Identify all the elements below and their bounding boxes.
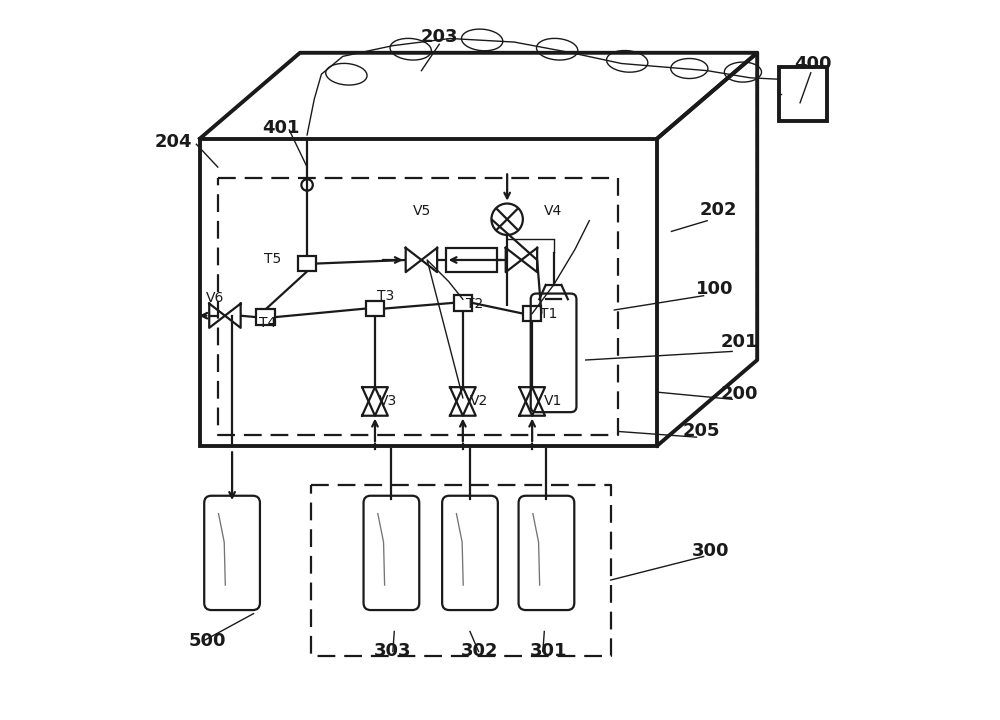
Text: 300: 300	[692, 542, 730, 560]
Text: 204: 204	[155, 133, 192, 151]
Text: 500: 500	[188, 631, 226, 649]
Text: 203: 203	[421, 28, 458, 46]
Bar	[298, 256, 316, 271]
Text: 301: 301	[530, 642, 567, 660]
Text: V2: V2	[470, 395, 488, 408]
Bar	[523, 306, 541, 321]
Text: T5: T5	[264, 251, 281, 266]
Text: 400: 400	[794, 55, 832, 73]
Text: 302: 302	[461, 642, 499, 660]
Text: 100: 100	[696, 279, 733, 297]
Text: 401: 401	[262, 119, 299, 137]
Bar	[446, 248, 497, 272]
Text: 200: 200	[721, 385, 758, 403]
Bar	[366, 301, 384, 316]
Bar	[256, 310, 275, 325]
Text: 205: 205	[683, 423, 720, 441]
Text: T4: T4	[259, 316, 276, 330]
Text: V4: V4	[544, 204, 563, 218]
Bar	[779, 67, 827, 121]
Text: 202: 202	[699, 201, 737, 219]
Text: 201: 201	[721, 333, 758, 351]
Text: T2: T2	[466, 297, 483, 311]
Text: T1: T1	[540, 307, 557, 320]
Text: 303: 303	[374, 642, 412, 660]
Text: V3: V3	[379, 395, 397, 408]
Text: T3: T3	[377, 289, 394, 302]
Text: V1: V1	[544, 395, 563, 408]
Bar	[454, 295, 472, 311]
Text: V5: V5	[413, 204, 431, 218]
Text: V6: V6	[206, 291, 224, 305]
